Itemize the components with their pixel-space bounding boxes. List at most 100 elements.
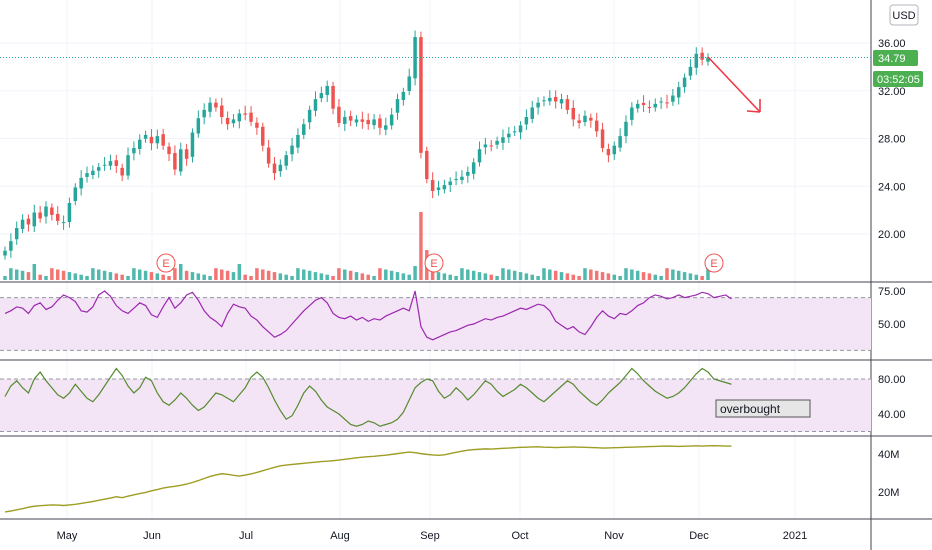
last-price-label: 34.79 <box>878 53 906 65</box>
candle-body <box>137 139 142 150</box>
volume-bar <box>208 276 212 280</box>
volume-bar <box>413 266 417 280</box>
volume-bar <box>173 268 177 280</box>
volume-bar <box>190 272 195 280</box>
price-tick-label: 20.00 <box>878 229 906 241</box>
candle-body <box>454 179 458 181</box>
overbought-annotation-box[interactable] <box>715 399 811 418</box>
candle-body <box>512 131 517 133</box>
candle-body <box>618 136 622 148</box>
candle-body <box>337 106 341 123</box>
volume-bar <box>55 269 60 280</box>
volume-bar <box>67 272 72 280</box>
time-tick-label: Oct <box>511 530 528 542</box>
volume-bar <box>419 212 423 280</box>
candle-body <box>641 102 646 106</box>
candle-body <box>682 77 687 88</box>
candle-body <box>325 85 329 96</box>
obv-tick-label: 40M <box>878 449 899 461</box>
volume-bar <box>630 269 634 280</box>
candle-body <box>79 177 83 189</box>
volume-bar <box>524 273 529 280</box>
candle-body <box>120 167 124 176</box>
candle-body <box>671 95 675 102</box>
volume-bar <box>594 270 599 280</box>
candle-body <box>389 114 394 126</box>
volume-bar <box>659 276 663 280</box>
volume-bar <box>44 276 48 280</box>
volume-bar <box>14 269 19 280</box>
volume-bar <box>589 269 593 280</box>
candle-body <box>44 206 48 217</box>
candle-body <box>313 99 318 111</box>
volume-bar <box>501 268 505 280</box>
volume-bar <box>378 268 382 280</box>
rsi-pane[interactable] <box>0 290 871 351</box>
candle-body <box>91 170 95 176</box>
volume-bar <box>389 270 394 280</box>
volume-bar <box>325 274 329 280</box>
candle-body <box>132 148 136 154</box>
candle-body <box>173 153 177 170</box>
candle-body <box>302 124 306 135</box>
candle-body <box>384 125 388 130</box>
volume-bar <box>26 272 31 280</box>
candle-body <box>184 149 189 159</box>
volume-bar <box>114 273 119 280</box>
candle-body <box>565 99 570 110</box>
candle-body <box>249 112 253 122</box>
last-price-badge <box>873 50 918 66</box>
candle-body <box>583 115 587 123</box>
candle-body <box>700 52 704 60</box>
candles[interactable] <box>3 30 710 260</box>
candle-body <box>278 164 283 172</box>
volume-bar <box>612 274 617 280</box>
volume-bar <box>483 273 488 280</box>
volume-bar <box>442 273 447 280</box>
volume-bar <box>653 274 658 280</box>
candle-body <box>161 134 165 146</box>
candle-body <box>67 202 72 223</box>
candle-body <box>348 116 353 121</box>
price-tick-label: 24.00 <box>878 181 906 193</box>
candle-body <box>507 133 511 138</box>
volume-bar <box>512 270 517 280</box>
candle-body <box>706 57 710 62</box>
candle-body <box>32 212 37 227</box>
time-tick-label: Jun <box>143 530 161 542</box>
volume-bar <box>448 274 452 280</box>
volume-bar <box>348 270 353 280</box>
candle-body <box>149 136 154 144</box>
volume-bar <box>272 272 277 280</box>
volume-bar <box>600 272 605 280</box>
volume-bar <box>372 276 376 280</box>
candle-body <box>255 122 259 128</box>
volume-bar <box>255 268 259 280</box>
candle-body <box>589 117 593 121</box>
price-tick-label: 36.00 <box>878 38 906 50</box>
volume-bar <box>249 276 253 280</box>
volume-bar <box>548 269 552 280</box>
volume-bar <box>225 270 230 280</box>
volume-bar <box>460 268 464 280</box>
candle-body <box>401 91 406 101</box>
obv-pane[interactable] <box>4 444 732 513</box>
candle-body <box>530 107 534 119</box>
stoch-pane[interactable] <box>0 367 871 432</box>
volume-bar <box>559 272 564 280</box>
volume-bar <box>132 268 136 280</box>
volume-bar <box>641 272 646 280</box>
currency-button[interactable] <box>889 4 919 26</box>
volume-bar <box>202 274 206 280</box>
candle-body <box>436 187 441 191</box>
volume-bar <box>137 269 142 280</box>
volume-bar <box>220 269 224 280</box>
trend-arrow <box>707 56 761 113</box>
time-tick-label: 2021 <box>783 530 807 542</box>
volume-bar <box>319 273 324 280</box>
candle-body <box>155 136 160 144</box>
candle-body <box>343 117 347 124</box>
candle-body <box>102 164 107 166</box>
volume-bar <box>530 274 534 280</box>
